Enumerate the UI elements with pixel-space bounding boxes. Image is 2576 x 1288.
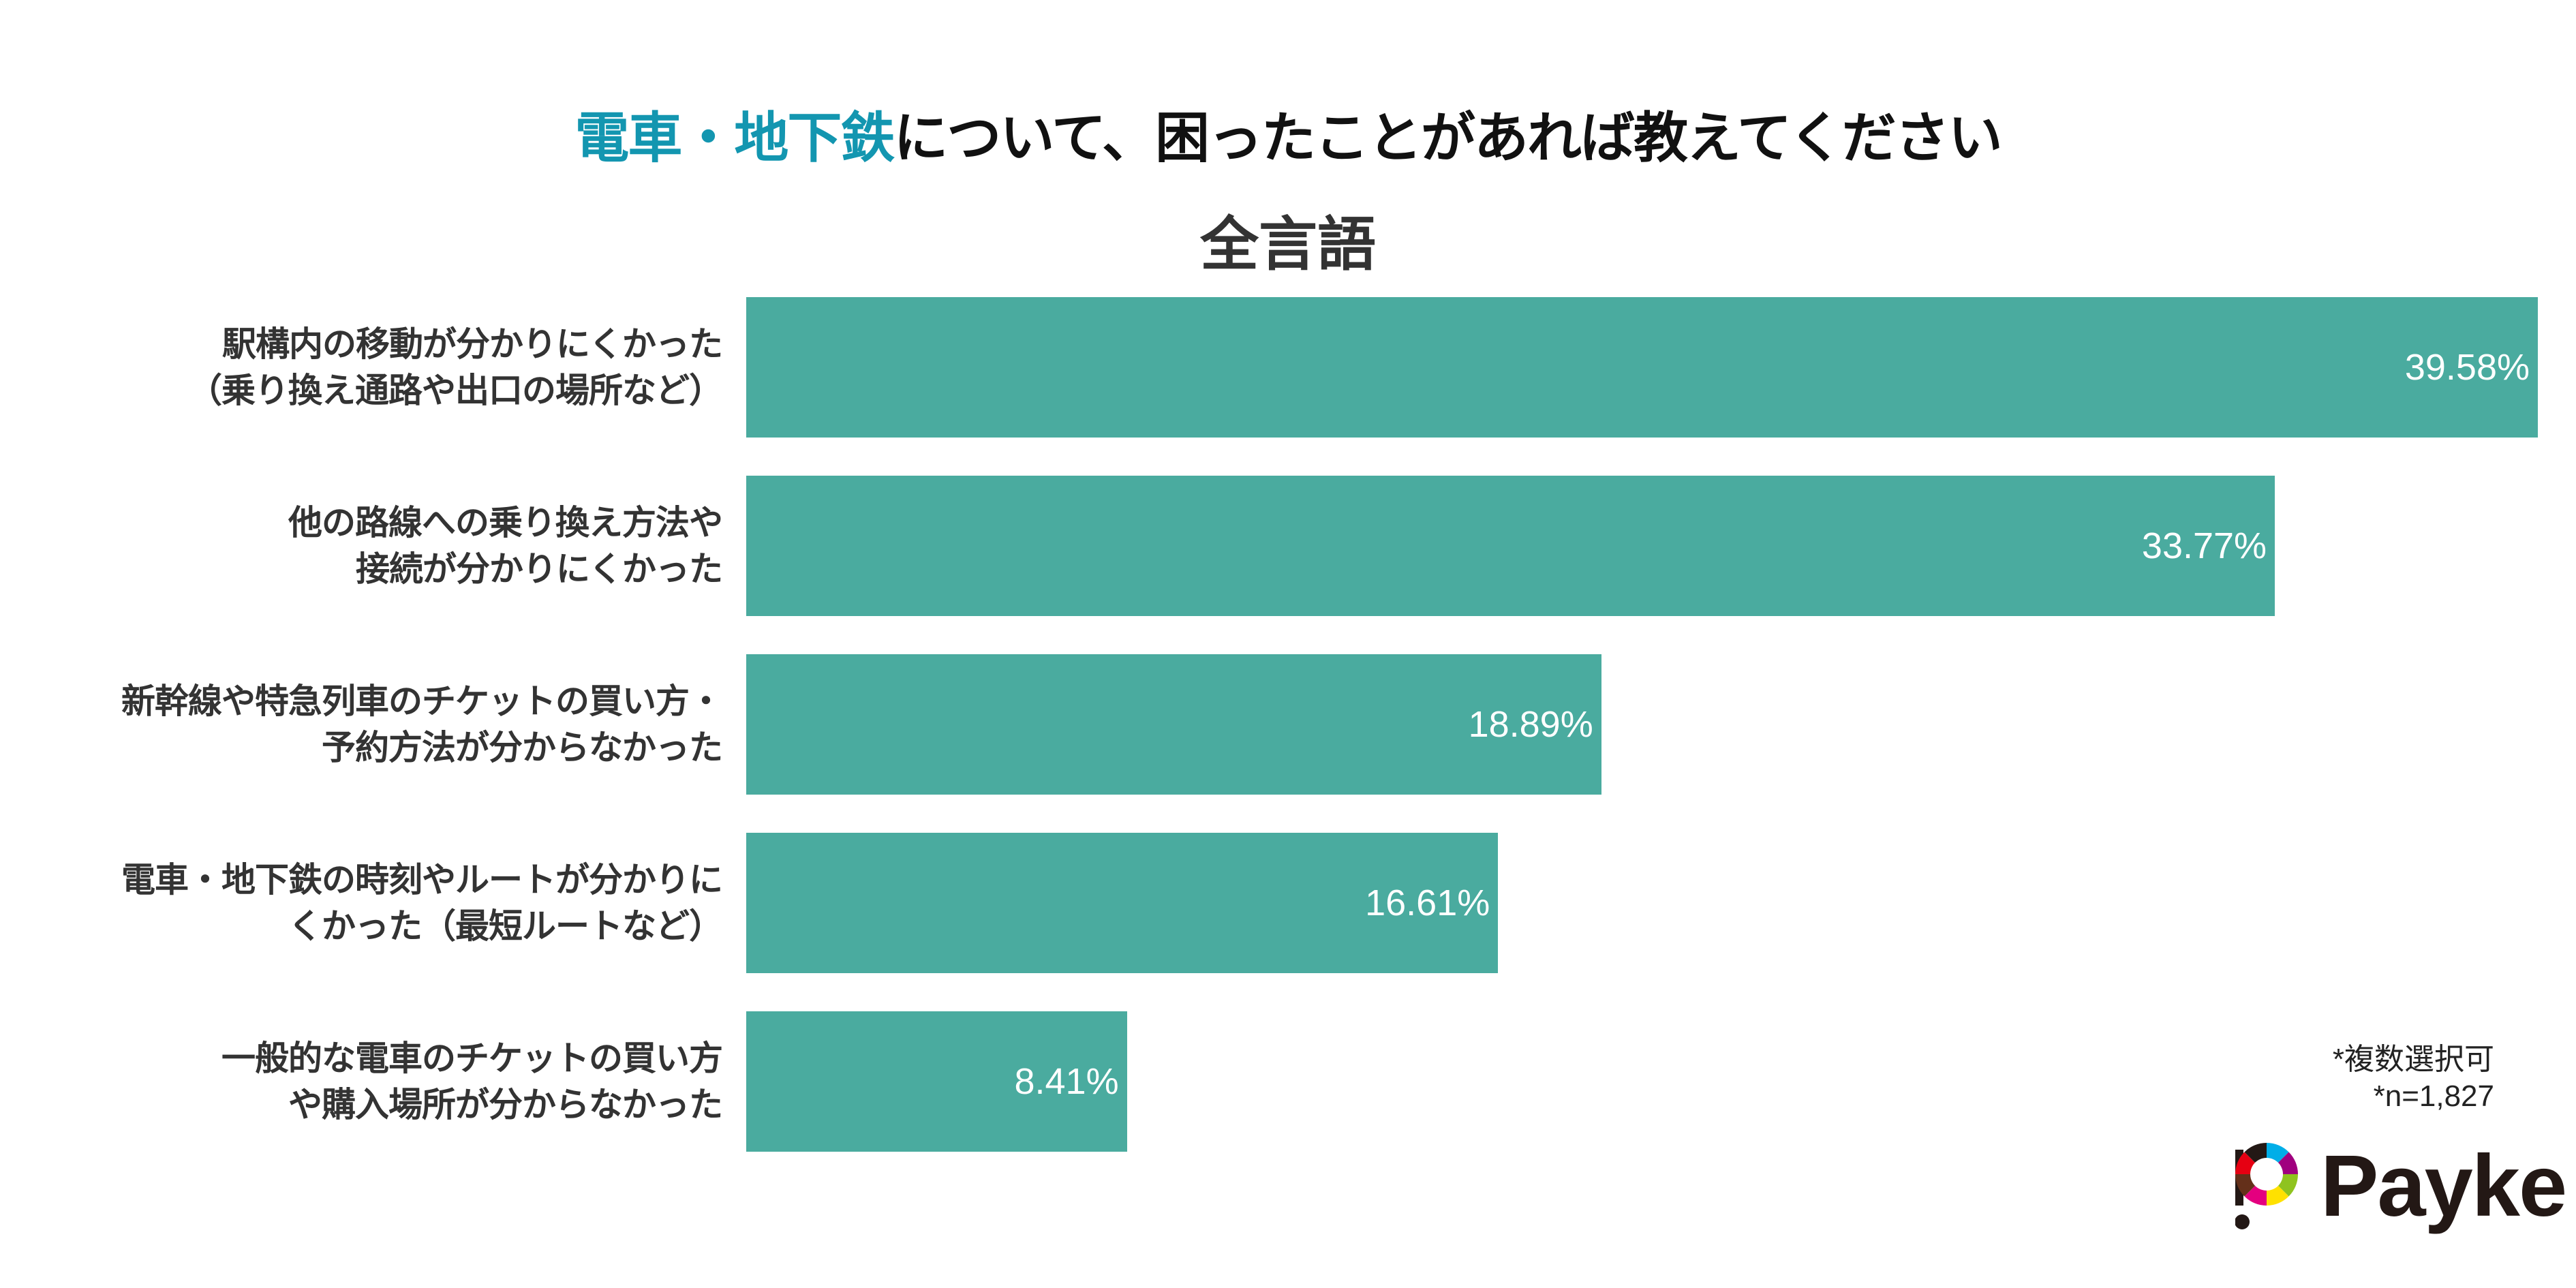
bar xyxy=(746,297,2538,438)
payke-logo: Payke xyxy=(2235,1137,2567,1235)
category-label: 電車・地下鉄の時刻やルートが分かりにくかった（最短ルートなど） xyxy=(121,833,723,973)
category-label-line: くかった（最短ルートなど） xyxy=(288,906,723,946)
category-label: 一般的な電車のチケットの買い方や購入場所が分からなかった xyxy=(221,1011,723,1152)
value-label: 16.61% xyxy=(1365,883,1490,923)
category-label-line: や購入場所が分からなかった xyxy=(288,1085,723,1124)
bar-row: 新幹線や特急列車のチケットの買い方・予約方法が分からなかった 18.89% xyxy=(0,654,2576,795)
bar xyxy=(746,654,1601,795)
bar xyxy=(746,1011,1127,1152)
category-label-line: 電車・地下鉄の時刻やルートが分かりに xyxy=(121,860,723,900)
category-label-line: 他の路線への乗り換え方法や xyxy=(288,503,723,542)
category-label-line: 駅構内の移動が分かりにくかった xyxy=(222,324,723,364)
title-highlight: 電車・地下鉄 xyxy=(574,106,895,170)
payke-logo-text: Payke xyxy=(2320,1137,2567,1235)
category-label-line: 予約方法が分からなかった xyxy=(322,728,723,767)
value-label: 18.89% xyxy=(1468,704,1593,745)
category-label-line: 接続が分かりにくかった xyxy=(356,549,723,589)
payke-logo-icon xyxy=(2235,1143,2298,1229)
value-label: 39.58% xyxy=(2404,347,2530,388)
category-label-line: 新幹線や特急列車のチケットの買い方・ xyxy=(121,681,723,721)
bar xyxy=(746,833,1499,973)
category-label-line: （乗り換え通路や出口の場所など） xyxy=(188,371,723,410)
bar-row: 駅構内の移動が分かりにくかった （乗り換え通路や出口の場所など） 39.58% xyxy=(0,297,2576,438)
note-multiple-choice: *複数選択可 xyxy=(2332,1043,2494,1076)
value-label: 33.77% xyxy=(2141,525,2267,566)
category-label: 新幹線や特急列車のチケットの買い方・予約方法が分からなかった xyxy=(121,654,723,795)
bar-row: 他の路線への乗り換え方法や接続が分かりにくかった 33.77% xyxy=(0,476,2576,616)
category-label: 他の路線への乗り換え方法や接続が分かりにくかった xyxy=(288,476,723,616)
bar xyxy=(746,476,2275,616)
category-label-line: 一般的な電車のチケットの買い方 xyxy=(221,1039,723,1078)
bar-row: 一般的な電車のチケットの買い方や購入場所が分からなかった 8.41% xyxy=(0,1011,2576,1152)
value-label: 8.41% xyxy=(1014,1061,1119,1102)
chart-title: 電車・地下鉄について、困ったことがあれば教えてください xyxy=(0,94,2576,173)
bar-row: 電車・地下鉄の時刻やルートが分かりにくかった（最短ルートなど） 16.61% xyxy=(0,833,2576,973)
note-sample-size: *n=1,827 xyxy=(2373,1079,2494,1113)
category-label: 駅構内の移動が分かりにくかった （乗り換え通路や出口の場所など） xyxy=(188,297,723,438)
chart-subtitle: 全言語 xyxy=(1200,211,1376,279)
title-rest: について、困ったことがあれば教えてください xyxy=(893,106,2002,170)
